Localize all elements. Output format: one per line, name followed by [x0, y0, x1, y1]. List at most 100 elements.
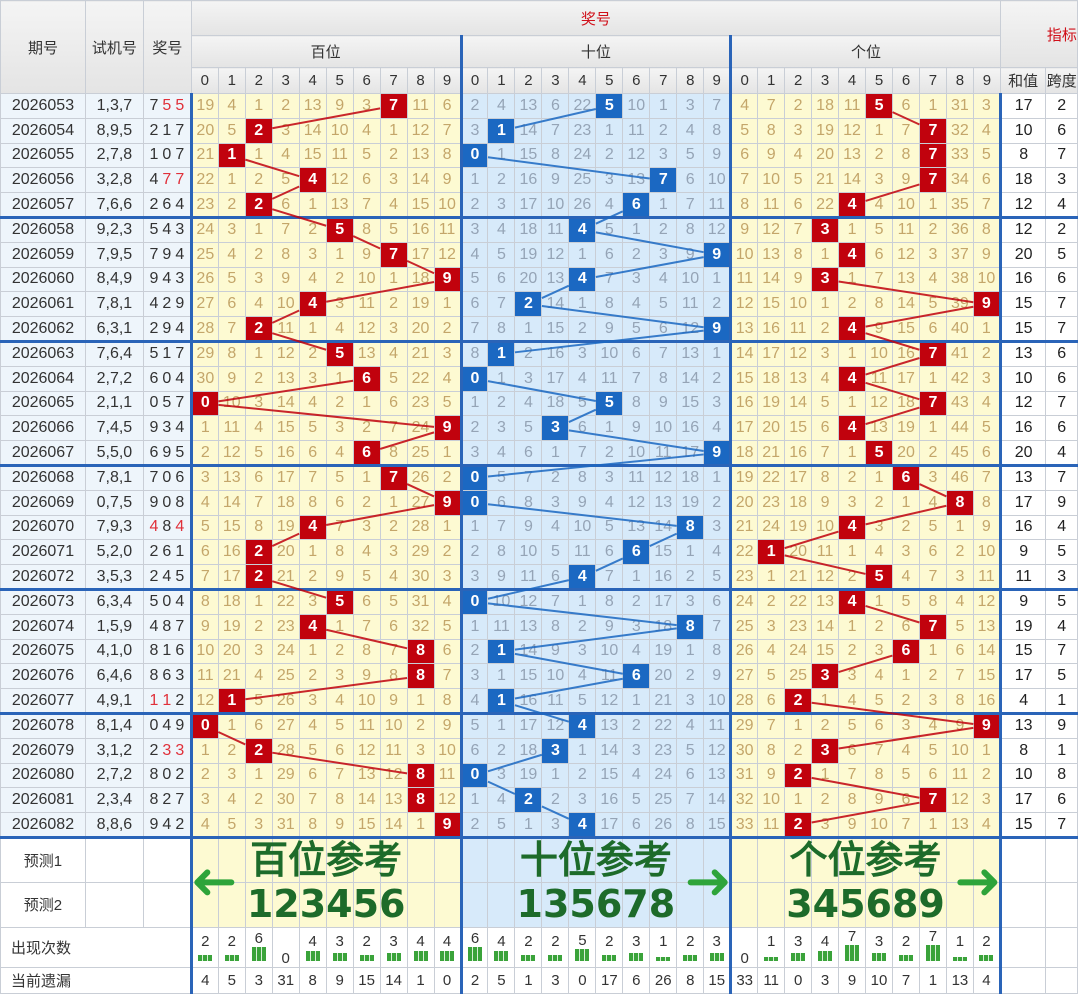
omission-cell: 4	[729, 93, 759, 119]
predict-cell[interactable]	[325, 881, 354, 928]
predict-cell[interactable]	[217, 881, 246, 928]
table-row[interactable]: 2026060 8,4,9 9 4 3 26 5 3 9 4 2 10 1 18 9 5 6 20 13 4 7 3 4 10…	[0, 266, 1078, 293]
predict-cell[interactable]	[271, 835, 300, 883]
predict-cell[interactable]	[298, 835, 327, 883]
predict-cell[interactable]	[703, 835, 732, 883]
predict-cell[interactable]	[892, 881, 920, 928]
predict-cell[interactable]	[379, 881, 408, 928]
predict-cell[interactable]	[676, 835, 705, 883]
table-row[interactable]: 2026066 7,4,5 9 3 4 1 11 4 15 5 3 2 7 24 9 2 3 5 3 6 1 9 10 16 4…	[0, 415, 1078, 442]
count-cell: 1	[945, 926, 974, 968]
predict-cell[interactable]	[595, 881, 624, 928]
hit-cell: 4	[838, 365, 867, 392]
table-row[interactable]: 2026063 7,6,4 5 1 7 29 8 1 12 2 5 13 4 21 3 8 1 2 16 3 10 6 7 1…	[0, 339, 1078, 367]
predict-cell[interactable]	[703, 881, 732, 928]
table-row[interactable]: 2026069 0,7,5 9 0 8 4 14 7 18 8 6 2 1 27 9 0 6 8 3 9 4 12 13 19…	[0, 489, 1078, 516]
predict-cell[interactable]	[649, 835, 678, 883]
predict-cell[interactable]	[541, 835, 570, 883]
predict-cell[interactable]	[811, 881, 840, 928]
table-row[interactable]: 2026058 9,2,3 5 4 3 24 3 1 7 2 5 8 5 16 11 3 4 18 11 4 5 1 2 8 1…	[0, 215, 1078, 243]
predict-cell[interactable]	[433, 881, 462, 928]
table-row[interactable]: 2026053 1,3,7 7 5 5 19 4 1 2 13 9 3 7 11 6 2 4 13 6 22 5 10 1 3…	[0, 93, 1078, 119]
omission-cell: 4	[244, 663, 273, 690]
predict-cell[interactable]	[757, 881, 786, 928]
predict-cell[interactable]	[514, 881, 543, 928]
predict-cell[interactable]	[918, 835, 947, 883]
predict-cell[interactable]	[244, 835, 273, 883]
predict-cell[interactable]	[568, 881, 597, 928]
table-row[interactable]: 2026080 2,7,2 8 0 2 2 3 1 29 6 7 13 12 8 11 0 3 19 1 2 15 4 24…	[0, 762, 1078, 789]
predict-cell[interactable]	[622, 835, 651, 883]
col-prize[interactable]: 奖号	[142, 0, 192, 94]
predict-cell[interactable]	[757, 835, 786, 883]
table-row[interactable]: 2026065 2,1,1 0 5 7 0 10 3 14 4 2 1 6 23 5 1 2 4 18 5 5 8 9 15 3…	[0, 390, 1078, 417]
table-row[interactable]: 2026077 4,9,1 1 1 2 12 1 5 26 3 4 10 9 1 8 4 1 16 11 5 12 1 21…	[0, 688, 1078, 714]
predict-cell[interactable]	[406, 881, 435, 928]
table-row[interactable]: 2026067 5,5,0 6 9 5 2 12 5 16 6 4 6 8 25 1 3 4 6 1 7 2 10 11 17…	[0, 440, 1078, 466]
table-row[interactable]: 2026081 2,3,4 8 2 7 3 4 2 30 7 8 14 13 8 12 1 4 2 2 3 16 5 25 7…	[0, 787, 1078, 814]
predict-cell[interactable]	[784, 835, 813, 883]
table-row[interactable]: 2026062 6,3,1 2 9 4 28 7 2 11 1 4 12 3 20 2 7 8 1 15 2 9 5 6 12…	[0, 316, 1078, 342]
table-row[interactable]: 2026054 8,9,5 2 1 7 20 5 2 3 14 10 4 1 12 7 3 1 14 7 23 1 11 2…	[0, 117, 1078, 144]
omission-cell: 5	[541, 539, 570, 566]
col-period[interactable]: 期号	[0, 0, 86, 94]
table-row[interactable]: 2026076 6,4,6 8 6 3 11 21 4 25 2 3 9 8 8 7 3 1 15 10 4 11 6 20…	[0, 663, 1078, 690]
table-row[interactable]: 2026075 4,1,0 8 1 6 10 20 3 24 1 2 8 7 8 6 2 1 14 9 3 10 4 19 1…	[0, 638, 1078, 665]
predict-cell[interactable]	[541, 881, 570, 928]
table-row[interactable]: 2026055 2,7,8 1 0 7 21 1 1 4 15 11 5 2 13 8 0 1 15 8 24 2 12 3…	[0, 142, 1078, 169]
table-row[interactable]: 2026057 7,6,6 2 6 4 23 2 2 6 1 13 7 4 15 10 2 3 17 10 26 4 6 1…	[0, 192, 1078, 218]
predict-cell[interactable]	[271, 881, 300, 928]
predict-cell[interactable]	[352, 881, 381, 928]
table-row[interactable]: 2026079 3,1,2 2 3 3 1 2 2 28 5 6 12 11 3 10 6 2 18 3 1 14 3 23…	[0, 737, 1078, 764]
omission-cell: 3	[972, 787, 1001, 814]
table-row[interactable]: 2026068 7,8,1 7 0 6 3 13 6 17 7 5 1 7 26 2 0 5 7 2 8 3 11 12 18…	[0, 463, 1078, 491]
table-row[interactable]: 2026071 5,2,0 2 6 1 6 16 2 20 1 8 4 3 29 2 2 8 10 5 11 6 6 15 1…	[0, 539, 1078, 566]
predict-cell[interactable]	[729, 835, 759, 883]
table-row[interactable]: 2026082 8,8,6 9 4 2 4 5 3 31 8 9 15 14 1 9 2 5 1 3 4 17 6 26 8 1…	[0, 812, 1078, 838]
predict-cell[interactable]	[622, 881, 651, 928]
predict-cell[interactable]	[217, 835, 246, 883]
predict-cell[interactable]	[811, 835, 840, 883]
col-trial[interactable]: 试机号	[84, 0, 144, 94]
predict-cell[interactable]	[972, 881, 1001, 928]
omission-cell: 14	[514, 117, 543, 144]
predict-cell[interactable]	[892, 835, 920, 883]
predict-cell[interactable]	[189, 881, 219, 928]
predict-cell[interactable]	[189, 835, 219, 883]
predict-cell[interactable]	[325, 835, 354, 883]
predict-cell[interactable]	[729, 881, 759, 928]
predict-cell[interactable]	[379, 835, 408, 883]
table-row[interactable]: 2026078 8,1,4 0 4 9 0 1 6 27 4 5 11 10 2 9 5 1 17 12 4 13 2 22…	[0, 711, 1078, 739]
predict-cell[interactable]	[945, 835, 974, 883]
predict-cell[interactable]	[433, 835, 462, 883]
predict-cell[interactable]	[972, 835, 1001, 883]
table-row[interactable]: 2026064 2,7,2 6 0 4 30 9 2 13 3 1 6 5 22 4 0 1 3 17 4 11 7 8 14…	[0, 365, 1078, 392]
predict-cell[interactable]	[595, 835, 624, 883]
predict-cell[interactable]	[568, 835, 597, 883]
predict-cell[interactable]	[649, 881, 678, 928]
predict-cell[interactable]	[865, 835, 893, 883]
predict-cell[interactable]	[784, 881, 813, 928]
table-row[interactable]: 2026056 3,2,8 4 7 7 22 1 2 5 4 12 6 3 14 9 1 2 16 9 25 3 13 7 6…	[0, 167, 1078, 194]
predict-cell[interactable]	[487, 835, 516, 883]
predict-cell[interactable]	[352, 835, 381, 883]
predict-cell[interactable]	[865, 881, 893, 928]
predict-cell[interactable]	[244, 881, 273, 928]
predict-cell[interactable]	[459, 835, 489, 883]
predict-cell[interactable]	[838, 835, 867, 883]
predict-cell[interactable]	[918, 881, 947, 928]
predict-cell[interactable]	[406, 835, 435, 883]
table-row[interactable]: 2026070 7,9,3 4 8 4 5 15 8 19 4 7 3 2 28 1 1 7 9 4 10 5 13 14 8…	[0, 514, 1078, 541]
predict-cell[interactable]	[487, 881, 516, 928]
predict-cell[interactable]	[838, 881, 867, 928]
table-row[interactable]: 2026061 7,8,1 4 2 9 27 6 4 10 4 3 11 2 19 1 6 7 2 14 1 8 4 5 11…	[0, 291, 1078, 318]
table-row[interactable]: 2026059 7,9,5 7 9 4 25 4 2 8 3 1 9 7 17 12 4 5 19 12 1 6 2 3 9 9…	[0, 241, 1078, 268]
table-row[interactable]: 2026073 6,3,4 5 0 4 8 18 1 22 3 5 6 5 31 4 0 10 12 7 1 8 2 17 3…	[0, 587, 1078, 615]
predict-cell[interactable]	[514, 835, 543, 883]
predict-cell[interactable]	[459, 881, 489, 928]
table-row[interactable]: 2026072 3,5,3 2 4 5 7 17 2 21 2 9 5 4 30 3 3 9 11 6 4 7 1 16 2 5…	[0, 564, 1078, 590]
predict-cell[interactable]	[945, 881, 974, 928]
table-row[interactable]: 2026074 1,5,9 4 8 7 9 19 2 23 4 1 7 6 32 5 1 11 13 8 2 9 3 18 8…	[0, 613, 1078, 640]
predict-cell[interactable]	[298, 881, 327, 928]
predict-cell[interactable]	[676, 881, 705, 928]
